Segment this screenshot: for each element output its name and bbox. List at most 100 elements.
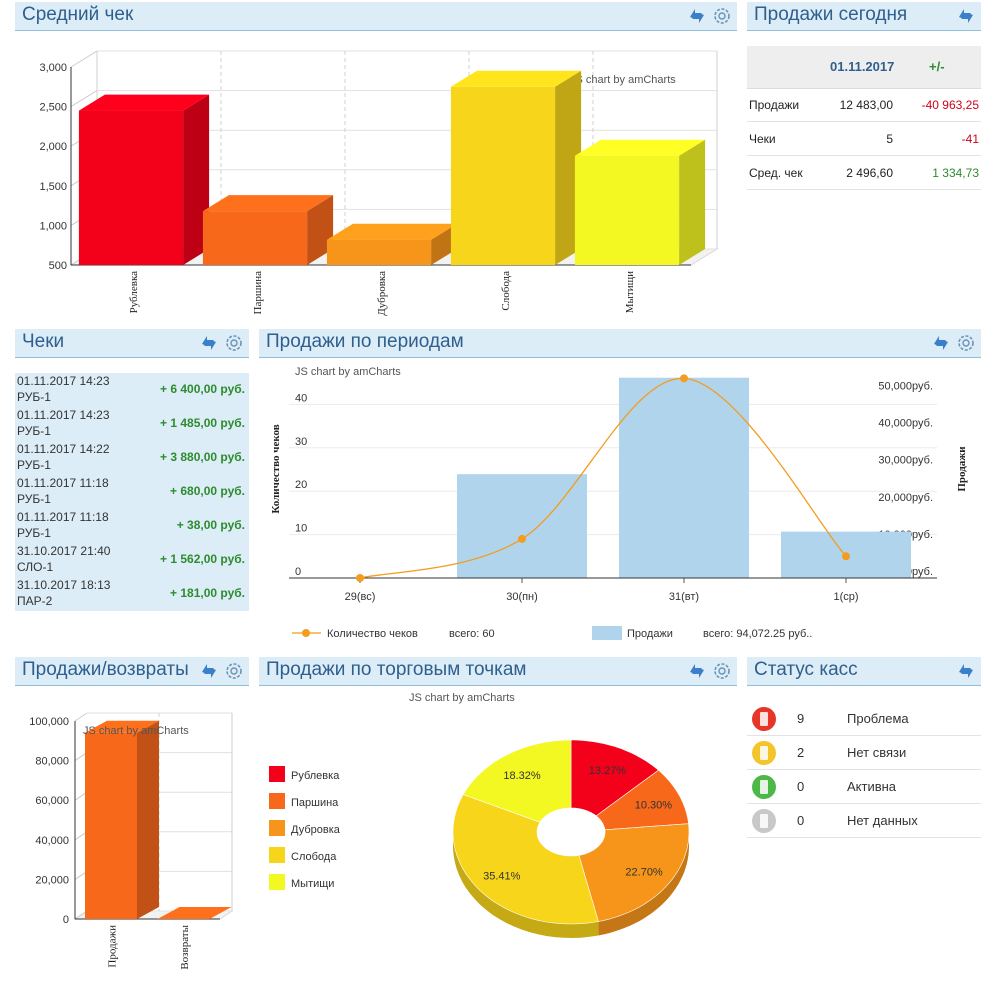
pie-slice-side (598, 823, 689, 936)
check-date: 01.11.2017 14:23 (17, 408, 110, 422)
points-header: Продажи по торговым точкам (259, 657, 737, 686)
check-row[interactable]: 01.11.2017 11:18 РУБ-1 + 680,00 руб. (15, 475, 249, 510)
refresh-icon[interactable] (686, 660, 708, 682)
today-row-diff: -41 (961, 132, 979, 146)
gear-icon[interactable] (223, 660, 245, 682)
today-row-value: 12 483,00 (839, 98, 893, 112)
refresh-icon[interactable] (955, 660, 977, 682)
bar (619, 377, 749, 578)
legend-marker (269, 766, 285, 782)
grid-line (70, 50, 98, 68)
x-tick-label: Рублевка (128, 271, 140, 314)
y2-tick-label: 0руб. (906, 566, 933, 578)
check-row[interactable]: 01.11.2017 14:23 РУБ-1 + 6 400,00 руб. (15, 373, 249, 408)
bar-side (555, 70, 582, 265)
gear-icon[interactable] (711, 660, 733, 682)
line-point (842, 552, 850, 561)
check-date: 01.11.2017 11:18 (17, 510, 109, 524)
legend-line-marker-dot (302, 629, 310, 637)
points-panel: Продажи по торговым точкам JS chart by a… (259, 657, 737, 957)
legend-marker (269, 793, 285, 809)
refresh-icon[interactable] (198, 660, 220, 682)
today-title: Продажи сегодня (754, 4, 908, 25)
x-tick-label: Мытищи (624, 271, 636, 313)
legend-bar-total: всего: 94,072.25 руб.. (703, 628, 812, 640)
pie-value-label: 35.41% (483, 870, 521, 882)
returns-header: Продажи/возвраты (15, 657, 249, 686)
check-date: 01.11.2017 14:22 (17, 442, 110, 456)
check-row[interactable]: 31.10.2017 21:40 СЛО-1 + 1 562,00 руб. (15, 543, 249, 578)
x-tick-label: Слобода (500, 271, 512, 311)
today-row-avg: Сред. чек 2 496,60 1 334,73 (747, 156, 981, 190)
kassa-green-icon (752, 775, 776, 799)
x-tick-label: Возвраты (179, 924, 191, 969)
bar-side (183, 94, 210, 265)
check-amount: + 6 400,00 руб. (160, 382, 245, 396)
today-row-label: Сред. чек (749, 166, 803, 180)
check-amount: + 1 562,00 руб. (160, 552, 245, 566)
bar-top (574, 139, 706, 156)
gear-icon[interactable] (711, 5, 733, 27)
status-count: 2 (797, 745, 805, 760)
pie-value-label: 22.70% (625, 867, 663, 879)
pie-slice-side (453, 794, 599, 938)
check-row[interactable]: 01.11.2017 11:18 РУБ-1 + 38,00 руб. (15, 509, 249, 544)
today-row-label: Чеки (749, 132, 776, 146)
status-label: Активна (847, 779, 897, 794)
gear-icon[interactable] (223, 332, 245, 354)
x-tick-label: Паршина (252, 271, 264, 315)
chart-credit: JS chart by amCharts (409, 692, 515, 704)
y-tick-label: 10 (295, 523, 307, 535)
x-tick-label: Дубровка (376, 271, 388, 316)
legend-bar-name: Продажи (627, 628, 673, 640)
status-row[interactable]: 2 Нет связи (747, 735, 981, 770)
check-kassa: СЛО-1 (17, 560, 54, 574)
check-row[interactable]: 01.11.2017 14:23 РУБ-1 + 1 485,00 руб. (15, 407, 249, 442)
y2-tick-label: 30,000руб. (878, 455, 933, 467)
status-row[interactable]: 9 Проблема (747, 701, 981, 736)
refresh-icon[interactable] (686, 5, 708, 27)
today-diff-header: +/- (929, 59, 945, 74)
bar (85, 732, 137, 919)
checks-title: Чеки (22, 331, 65, 352)
status-count: 0 (797, 779, 805, 794)
status-row[interactable]: 0 Активна (747, 769, 981, 804)
refresh-icon[interactable] (930, 332, 952, 354)
points-title: Продажи по торговым точкам (266, 659, 527, 680)
pie-value-label: 10.30% (635, 800, 673, 812)
bar-top (78, 94, 210, 111)
status-title: Статус касс (754, 659, 858, 680)
status-row[interactable]: 0 Нет данных (747, 803, 981, 838)
periods-panel: Продажи по периодам JS chart by amCharts… (259, 329, 981, 649)
today-row-value: 5 (886, 132, 893, 146)
bar-side (679, 139, 706, 265)
legend-line-total: всего: 60 (449, 628, 495, 640)
gear-icon[interactable] (955, 332, 977, 354)
status-header: Статус касс (747, 657, 981, 686)
x-tick-label: 30(пн) (506, 591, 538, 603)
periods-header: Продажи по периодам (259, 329, 981, 358)
returns-title: Продажи/возвраты (22, 659, 189, 680)
check-kassa: ПАР-2 (17, 594, 53, 608)
kassa-grey-icon (752, 809, 776, 833)
chart-credit: JS chart by amCharts (295, 366, 401, 378)
y-tick-label: 40,000 (35, 835, 69, 847)
y2-tick-label: 40,000руб. (878, 418, 933, 430)
bar-top (326, 223, 458, 240)
y-tick-label: 20,000 (35, 874, 69, 886)
refresh-icon[interactable] (198, 332, 220, 354)
check-row[interactable]: 31.10.2017 18:13 ПАР-2 + 181,00 руб. (15, 577, 249, 612)
status-label: Проблема (847, 711, 909, 726)
today-row-diff: -40 963,25 (921, 98, 979, 112)
y-tick-label: 30 (295, 436, 307, 448)
points-chart: JS chart by amCharts Рублевка Паршина Дубро… (269, 692, 690, 938)
check-row[interactable]: 01.11.2017 14:22 РУБ-1 + 3 880,00 руб. (15, 441, 249, 476)
today-row-sales: Продажи 12 483,00 -40 963,25 (747, 88, 981, 122)
y-tick-label: 20 (295, 479, 307, 491)
y-tick-label: 500 (49, 260, 67, 272)
refresh-icon[interactable] (955, 5, 977, 27)
pie-value-label: 18.32% (503, 770, 541, 782)
bar (326, 239, 432, 265)
series-line (359, 377, 847, 579)
check-amount: + 1 485,00 руб. (160, 416, 245, 430)
